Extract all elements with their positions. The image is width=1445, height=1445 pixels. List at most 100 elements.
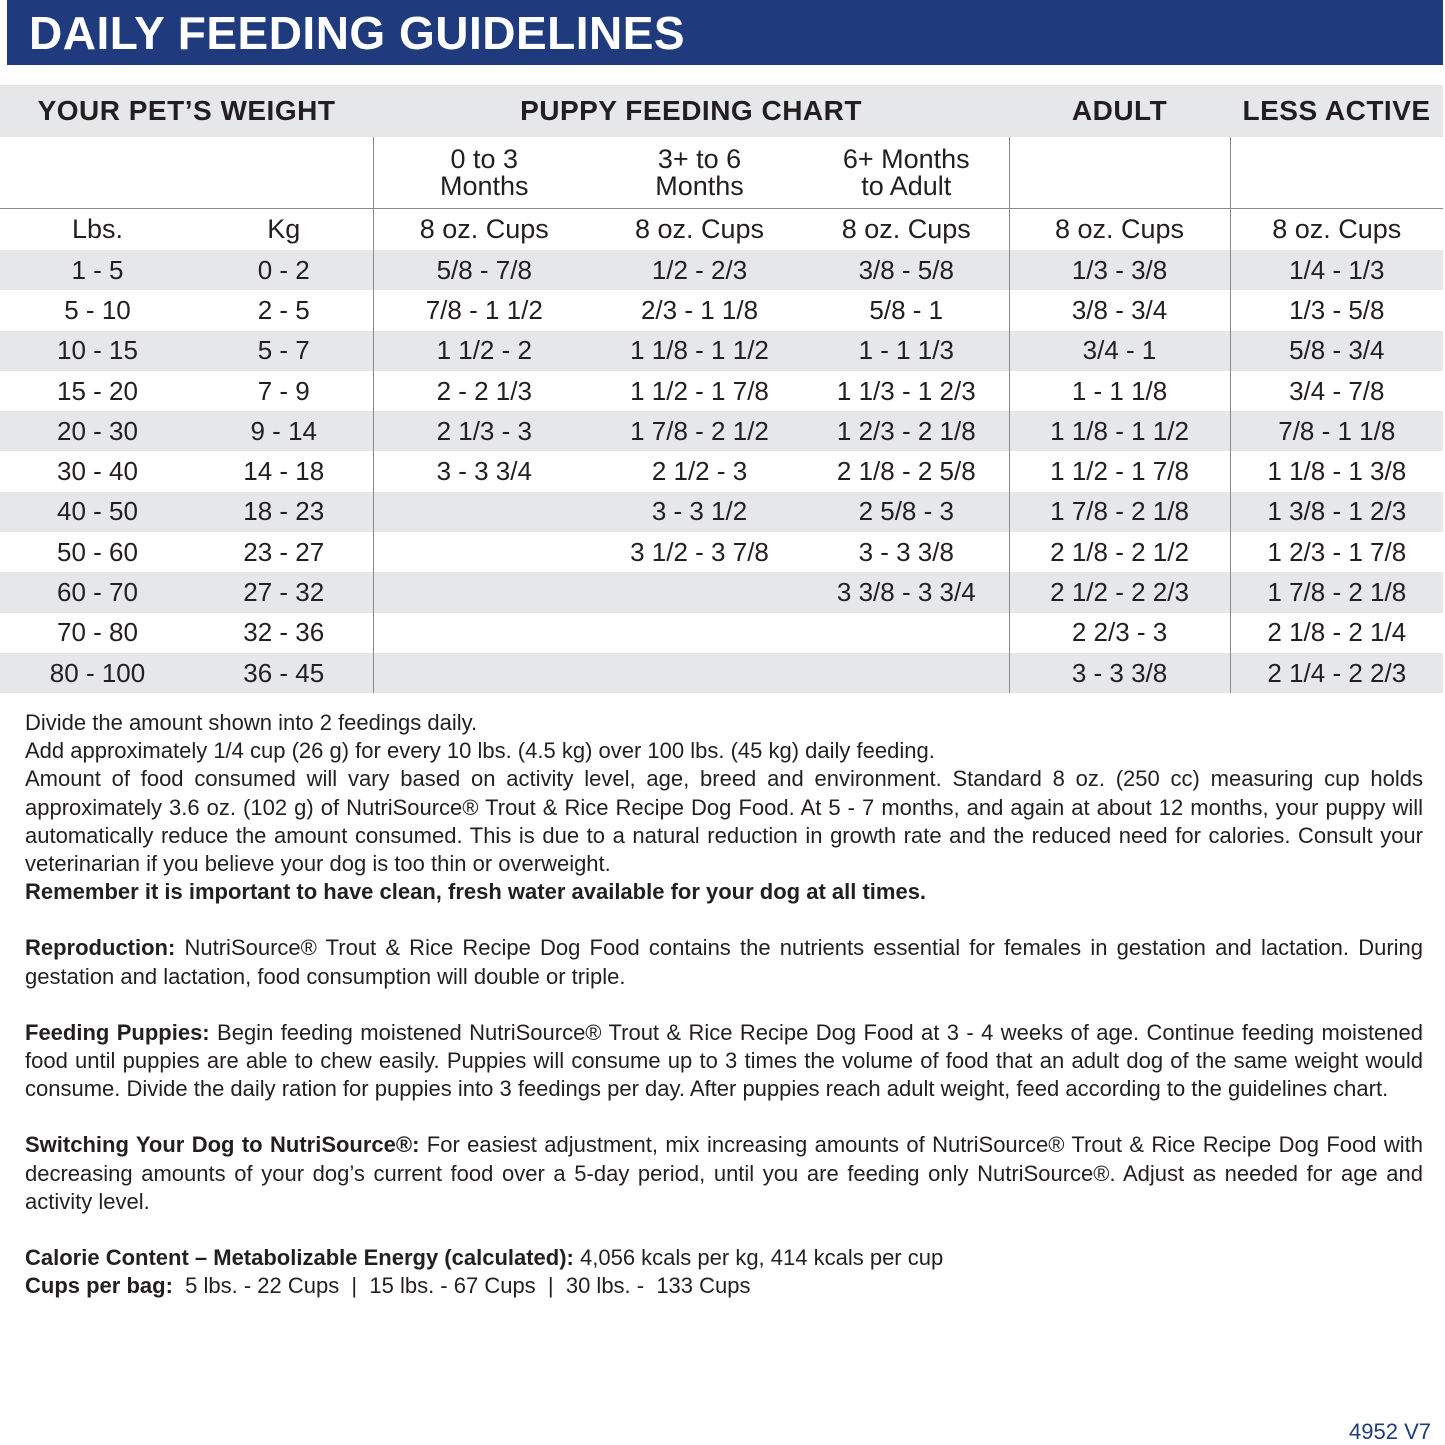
table-cell: 14 - 18 — [243, 456, 325, 487]
note-puppies: Feeding Puppies: Begin feeding moistened… — [25, 1019, 1423, 1102]
table-cell: 1/4 - 1/3 — [1229, 250, 1444, 291]
unit-header: Kg — [267, 214, 301, 244]
table-cell: 0 - 2 — [195, 250, 374, 291]
table-cell: 1 1/2 - 1 7/8 — [1008, 451, 1231, 492]
table-cell: 15 - 20 — [57, 375, 138, 406]
table-cell: 1 7/8 - 2 1/8 — [1008, 491, 1231, 533]
table-cell — [372, 572, 596, 613]
table-cell: 3/8 - 5/8 — [804, 250, 1010, 291]
table-row: 15 - 20 7 - 9 2 - 2 1/3 1 1/2 - 1 7/8 1 1/3 … — [0, 370, 1444, 412]
table-cell: 18 - 23 — [195, 491, 374, 533]
table-cell — [372, 652, 596, 694]
table-cell: 2 - 5 — [257, 294, 310, 325]
table-row: 80 - 100 36 - 45 3 - 3 3/8 2 1/4 - 2 2/3 — [0, 652, 1444, 694]
table-cell: 1/3 - 3/8 — [1008, 250, 1231, 291]
table-row: 50 - 60 23 - 27 3 1/2 - 3 7/8 3 - 3 3/8 2 1/… — [0, 532, 1444, 573]
adult-header: ADULT — [1009, 85, 1231, 137]
note-over-100: Add approximately 1/4 cup (26 g) for eve… — [25, 738, 935, 764]
unit-header: 8 oz. Cups — [372, 208, 596, 250]
table-cell: 2 1/8 - 2 1/4 — [1229, 612, 1444, 653]
title-banner: DAILY FEEDING GUIDELINES — [7, 0, 1443, 65]
unit-header: 8 oz. Cups — [634, 214, 765, 244]
table-cell — [372, 491, 596, 533]
table-cell: 2/3 - 1 1/8 — [640, 294, 759, 325]
table-cell: 30 - 40 — [57, 456, 138, 487]
table-cell — [372, 532, 596, 573]
feeding-table: YOUR PET’S WEIGHT PUPPY FEEDING CHART AD… — [0, 85, 1444, 694]
unit-header-row: Lbs. Kg 8 oz. Cups 8 oz. Cups 8 oz. Cups… — [0, 208, 1444, 250]
table-cell: 3 - 3 1/2 — [595, 491, 805, 533]
table-cell: 1 1/3 - 1 2/3 — [836, 375, 976, 406]
table-cell: 2 1/3 - 3 — [372, 411, 596, 452]
table-cell — [595, 613, 804, 653]
table-cell: 2 1/4 - 2 2/3 — [1229, 652, 1444, 694]
table-cell: 3 - 3 3/8 — [1008, 652, 1231, 694]
table-cell: 2 1/8 - 2 1/2 — [1008, 532, 1231, 573]
table-cell: 7/8 - 1 1/2 — [372, 290, 596, 331]
table-cell: 36 - 45 — [195, 652, 374, 694]
table-cell: 32 - 36 — [243, 617, 325, 648]
table-cell: 9 - 14 — [195, 411, 374, 452]
table-cell: 3/8 - 3/4 — [1008, 290, 1231, 331]
table-cell: 3 - 3 3/4 — [372, 451, 596, 492]
table-cell: 1 7/8 - 2 1/2 — [595, 411, 805, 452]
note-cups-per-bag: Cups per bag: 5 lbs. - 22 Cups | 15 lbs.… — [25, 1273, 751, 1299]
unit-header: 8 oz. Cups — [1229, 208, 1444, 250]
table-cell: 40 - 50 — [0, 491, 195, 533]
table-cell: 1 - 1 1/3 — [804, 330, 1010, 371]
puppy-header: PUPPY FEEDING CHART — [373, 85, 1010, 137]
table-cell: 2 5/8 - 3 — [804, 491, 1010, 533]
table-cell: 20 - 30 — [0, 411, 195, 452]
table-cell: 80 - 100 — [0, 652, 195, 694]
table-cell: 1 1/2 - 1 7/8 — [630, 375, 769, 406]
table-cell: 5/8 - 7/8 — [372, 250, 596, 291]
table-row: 60 - 70 27 - 32 3 3/8 - 3 3/4 2 1/2 - 2 2/3… — [0, 572, 1444, 613]
table-cell: 1 1/8 - 1 1/2 — [1008, 411, 1231, 452]
product-code: 4952 V7 — [1349, 1419, 1431, 1444]
unit-header: 8 oz. Cups — [841, 214, 971, 244]
table-cell: 3/4 - 1 — [1008, 330, 1231, 371]
table-cell: 1 1/2 - 2 — [372, 330, 596, 371]
table-cell: 5/8 - 3/4 — [1229, 330, 1444, 371]
table-cell: 5/8 - 1 — [869, 294, 944, 325]
note-divide: Divide the amount shown into 2 feedings … — [25, 710, 478, 735]
table-cell: 2 1/2 - 2 2/3 — [1008, 572, 1231, 613]
table-cell: 3/4 - 7/8 — [1229, 370, 1444, 412]
table-cell: 1 - 5 — [0, 250, 195, 291]
age-header: 6+ Months to Adult — [804, 137, 1010, 209]
table-cell: 1 1/8 - 1 1/2 — [595, 330, 805, 371]
table-cell — [804, 613, 1009, 653]
table-cell: 1 2/3 - 2 1/8 — [804, 411, 1010, 452]
table-cell: 70 - 80 — [57, 617, 138, 648]
age-header: 0 to 3 Months — [372, 137, 596, 209]
table-cell: 1 1/8 - 1 3/8 — [1229, 451, 1444, 492]
group-header-row: YOUR PET’S WEIGHT PUPPY FEEDING CHART AD… — [0, 85, 1444, 137]
table-cell: 50 - 60 — [57, 536, 138, 567]
table-cell: 1/2 - 2/3 — [595, 250, 805, 291]
table-cell: 23 - 27 — [243, 536, 325, 567]
less-active-header: LESS ACTIVE — [1230, 85, 1444, 137]
table-cell: 60 - 70 — [0, 572, 195, 613]
age-header-row: 0 to 3 Months 3+ to 6 Months 6+ Months to A… — [0, 137, 1444, 209]
table-cell — [595, 652, 805, 694]
table-cell: 27 - 32 — [195, 572, 374, 613]
unit-header: 8 oz. Cups — [1008, 208, 1231, 250]
note-switching: Switching Your Dog to NutriSource®: For … — [25, 1132, 1423, 1214]
table-row: 5 - 10 2 - 5 7/8 - 1 1/2 2/3 - 1 1/8 5/8 - 1… — [0, 290, 1444, 331]
table-cell: 2 1/2 - 3 — [651, 456, 748, 487]
table-cell: 10 - 15 — [0, 330, 195, 371]
weight-header: YOUR PET’S WEIGHT — [0, 85, 374, 137]
table-cell: 1 2/3 - 1 7/8 — [1229, 532, 1444, 573]
table-cell: 5 - 7 — [195, 330, 374, 371]
note-calories: Calorie Content – Metabolizable Energy (… — [25, 1245, 944, 1271]
table-cell: 3 - 3 3/8 — [858, 536, 954, 567]
table-cell — [595, 572, 805, 613]
note-water: Remember it is important to have clean, … — [25, 879, 927, 905]
table-cell: 1 - 1 1/8 — [1008, 370, 1231, 412]
table-cell: 2 1/8 - 2 5/8 — [836, 456, 976, 487]
